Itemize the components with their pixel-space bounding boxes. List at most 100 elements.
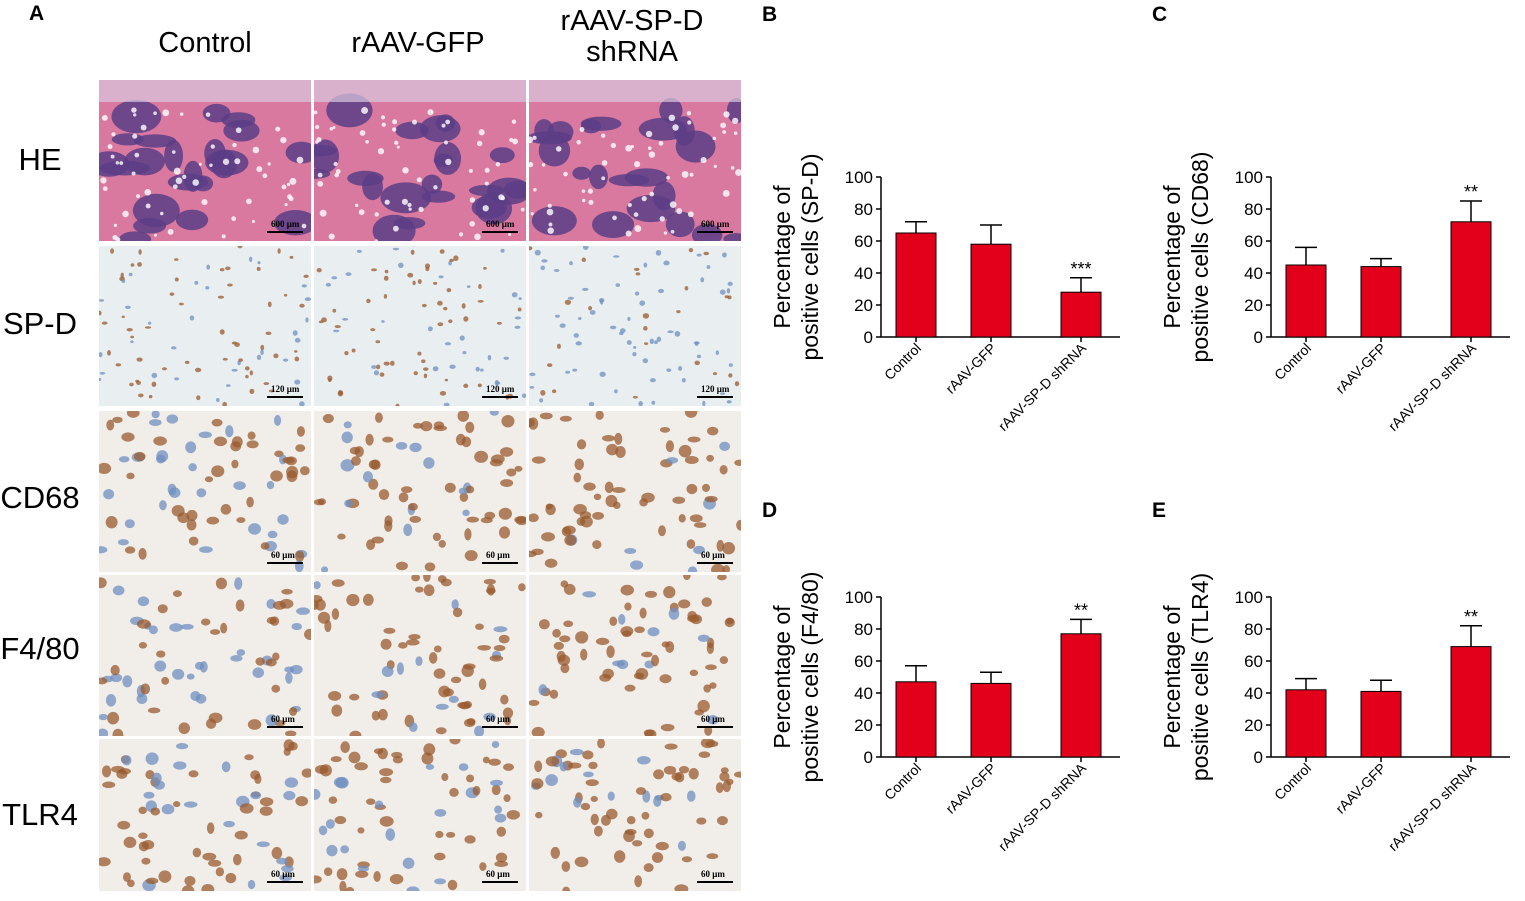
y-axis-label: Percentage of [1159,605,1185,749]
significance-marker: ** [1464,607,1478,627]
panel-letter: C [1152,3,1167,26]
scale-bar [482,726,518,728]
micrograph-tile: 120 μm [314,246,526,406]
scale-bar-label: 60 μm [486,869,510,879]
bar [1060,633,1102,758]
x-tick-label: rAAV-SP-D shRNA [995,759,1090,854]
bar [1285,264,1327,338]
y-tick-label: 40 [854,684,873,703]
y-axis-label: positive cells (SP-D) [797,153,823,360]
micrograph-tile: 60 μm [529,575,741,736]
y-tick-label: 0 [864,748,873,767]
scale-bar [267,396,303,398]
x-tick-label: rAAV-GFP [942,760,999,817]
scale-bar [482,562,518,564]
x-tick-label: Control [881,340,924,383]
micrograph-tile: 120 μm [529,246,741,406]
y-tick-label: 100 [1235,168,1263,187]
row-label-TLR4: TLR4 [2,797,78,832]
y-axis-label: positive cells (F4/80) [797,572,823,783]
micrograph-tile: 120 μm [99,246,311,406]
y-tick-label: 60 [854,652,873,671]
panel-letter: D [762,499,777,522]
row-label-F4-80: F4/80 [0,631,80,666]
column-header-control: Control [158,27,252,59]
y-tick-label: 0 [864,328,873,347]
column-header-rAAV-GFP: rAAV-GFP [351,27,485,59]
micrograph-tile: 600 μm [99,80,311,241]
micrograph-tile: 600 μm [314,80,526,241]
bar [970,243,1012,338]
scale-bar [482,881,518,883]
bar [895,681,937,758]
scale-bar-label: 60 μm [271,550,295,560]
y-tick-label: 20 [1244,716,1263,735]
scale-bar-label: 120 μm [486,384,515,394]
panel-letter: E [1152,499,1166,522]
y-axis-label: positive cells (TLR4) [1187,573,1213,781]
y-tick-label: 40 [1244,684,1263,703]
x-tick-label: Control [1271,340,1314,383]
x-tick-label: rAAV-SP-D shRNA [1385,759,1480,854]
bar [1360,266,1402,338]
scale-bar-label: 600 μm [271,219,300,229]
bar [1450,646,1492,758]
scale-bar [482,231,518,233]
scale-bar-label: 60 μm [271,714,295,724]
scale-bar-label: 120 μm [271,384,300,394]
x-tick-label: rAAV-GFP [1332,760,1389,817]
y-tick-label: 20 [854,296,873,315]
scale-bar [697,231,733,233]
scale-bar [267,881,303,883]
y-tick-label: 80 [1244,200,1263,219]
panel-letter: B [762,3,777,26]
y-tick-label: 20 [854,716,873,735]
significance-marker: ** [1074,600,1088,620]
x-tick-label: rAAV-GFP [1332,340,1389,397]
y-tick-label: 60 [854,232,873,251]
scale-bar [267,726,303,728]
y-tick-label: 40 [854,264,873,283]
y-tick-label: 80 [854,620,873,639]
x-tick-label: rAAV-SP-D shRNA [995,339,1090,434]
y-tick-label: 0 [1254,328,1263,347]
x-tick-label: Control [1271,760,1314,803]
row-label-CD68: CD68 [0,480,80,515]
y-axis-label: Percentage of [769,605,795,749]
micrograph-tile: 600 μm [529,80,741,241]
micrograph-tile: 60 μm [99,411,311,572]
x-tick-label: rAAV-SP-D shRNA [1385,339,1480,434]
bar [1285,689,1327,758]
y-axis-label: Percentage of [1159,185,1185,329]
y-tick-label: 20 [1244,296,1263,315]
chart-c: C Percentage of positive cells (CD68) 0 20 40… [1140,0,1525,470]
micrograph-tile: 60 μm [314,411,526,572]
x-tick-label: Control [881,760,924,803]
row-label-SP-D: SP-D [2,306,78,341]
bar [1360,690,1402,758]
micrograph-tile: 60 μm [314,575,526,736]
row-label-HE: HE [18,142,62,177]
scale-bar [267,562,303,564]
panel-a-letter: A [29,2,45,25]
y-axis-label: Percentage of [769,185,795,329]
micrograph-tile: 60 μm [99,575,311,736]
scale-bar-label: 600 μm [701,219,730,229]
y-tick-label: 100 [845,588,873,607]
chart-d: D Percentage of positive cells (F4/80) 0 20 4… [750,440,1130,896]
y-tick-label: 80 [854,200,873,219]
y-axis-label: positive cells (CD68) [1187,152,1213,363]
chart-b: B Percentage of positive cells (SP-D) 0 20 40… [750,0,1130,470]
bar [1450,221,1492,338]
x-tick-label: rAAV-GFP [942,340,999,397]
scale-bar [697,396,733,398]
scale-bar-label: 60 μm [486,714,510,724]
significance-marker: *** [1070,259,1091,279]
significance-marker: ** [1464,182,1478,202]
scale-bar [697,562,733,564]
scale-bar [697,881,733,883]
y-tick-label: 60 [1244,652,1263,671]
scale-bar-label: 120 μm [701,384,730,394]
chart-e: E Percentage of positive cells (TLR4) 0 20 40… [1140,440,1525,896]
bar [1060,291,1102,338]
